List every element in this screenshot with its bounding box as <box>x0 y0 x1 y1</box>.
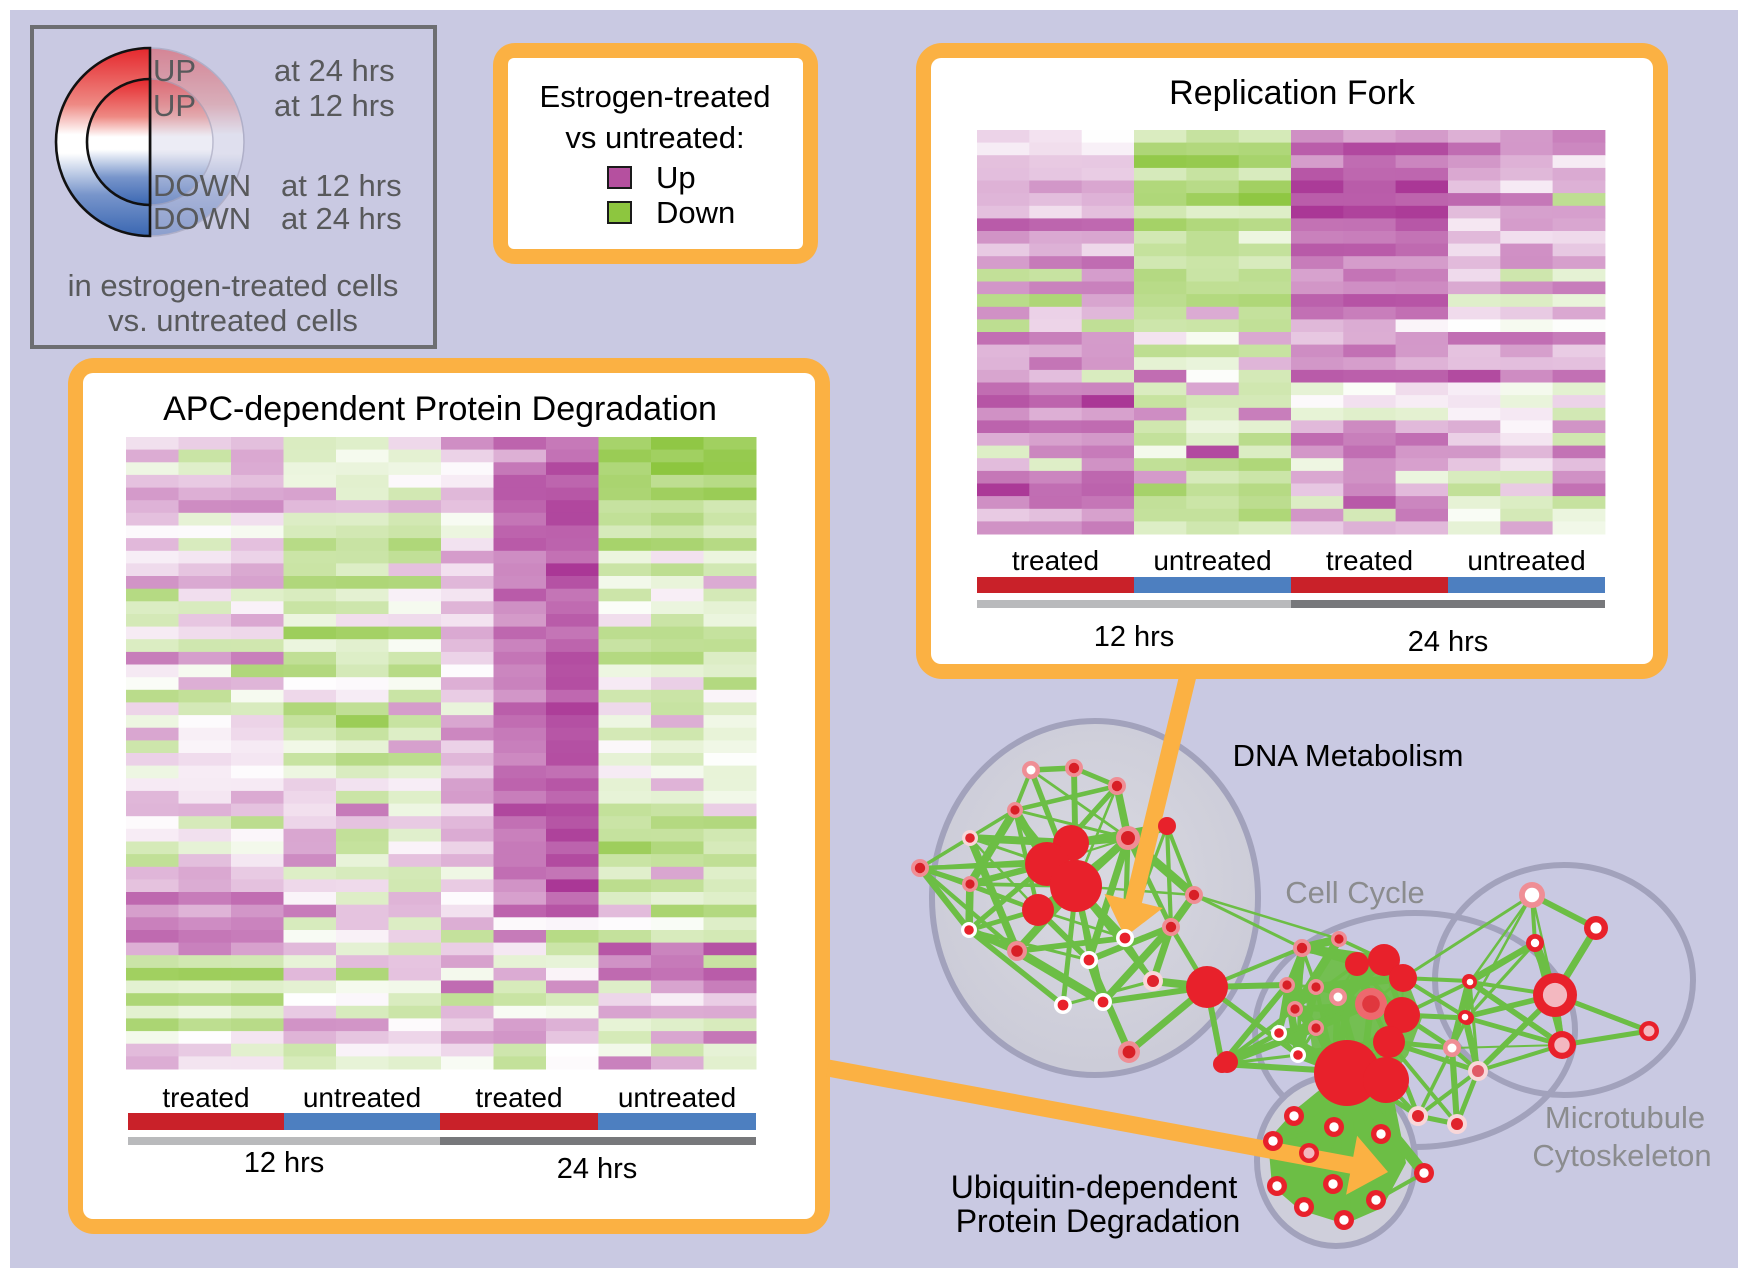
svg-text:at 24 hrs: at 24 hrs <box>274 53 395 88</box>
svg-text:DNA Metabolism: DNA Metabolism <box>1233 738 1464 773</box>
svg-text:Estrogen-treated: Estrogen-treated <box>540 79 771 114</box>
svg-text:DOWN: DOWN <box>153 201 251 236</box>
svg-text:Up: Up <box>656 160 696 195</box>
svg-text:Microtubule: Microtubule <box>1545 1100 1705 1135</box>
svg-text:DOWN: DOWN <box>153 168 251 203</box>
svg-text:untreated: untreated <box>618 1082 736 1113</box>
svg-text:12 hrs: 12 hrs <box>1094 621 1175 653</box>
svg-text:untreated: untreated <box>1467 545 1585 576</box>
svg-text:treated: treated <box>162 1082 249 1113</box>
svg-text:treated: treated <box>1326 545 1413 576</box>
svg-text:24 hrs: 24 hrs <box>557 1153 638 1185</box>
svg-text:Down: Down <box>656 195 735 230</box>
svg-text:24 hrs: 24 hrs <box>1408 626 1489 658</box>
svg-text:treated: treated <box>1012 545 1099 576</box>
svg-text:UP: UP <box>153 88 196 123</box>
svg-text:untreated: untreated <box>1153 545 1271 576</box>
svg-text:12 hrs: 12 hrs <box>244 1147 325 1179</box>
svg-text:Replication Fork: Replication Fork <box>1169 74 1416 112</box>
svg-text:at 24 hrs: at 24 hrs <box>281 201 402 236</box>
svg-text:vs untreated:: vs untreated: <box>565 120 744 155</box>
svg-text:untreated: untreated <box>303 1082 421 1113</box>
svg-text:treated: treated <box>475 1082 562 1113</box>
svg-text:vs. untreated cells: vs. untreated cells <box>108 303 358 338</box>
svg-text:Cell Cycle: Cell Cycle <box>1285 875 1425 910</box>
svg-text:at 12 hrs: at 12 hrs <box>281 168 402 203</box>
svg-text:Cytoskeleton: Cytoskeleton <box>1532 1138 1711 1173</box>
svg-text:Protein Degradation: Protein Degradation <box>956 1203 1241 1239</box>
svg-text:in estrogen-treated cells: in estrogen-treated cells <box>68 268 399 303</box>
svg-text:at 12 hrs: at 12 hrs <box>274 88 395 123</box>
svg-text:UP: UP <box>153 53 196 88</box>
svg-text:APC-dependent Protein Degradat: APC-dependent Protein Degradation <box>163 390 717 428</box>
svg-text:Ubiquitin-dependent: Ubiquitin-dependent <box>951 1169 1238 1205</box>
